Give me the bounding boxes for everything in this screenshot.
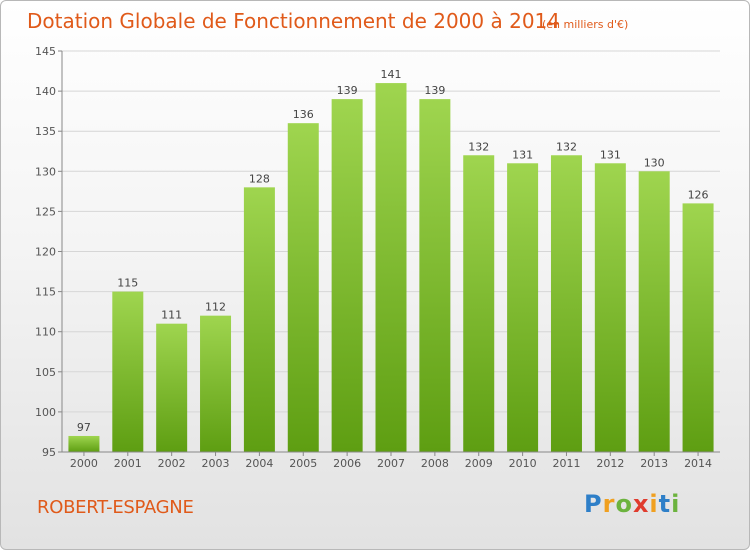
data-label-2012: 131 [600,148,621,161]
y-tick-label: 130 [35,165,56,178]
commune-name: ROBERT-ESPAGNE [37,497,194,518]
x-tick-label-2013: 2013 [640,457,668,470]
logo-letter: i [671,490,681,518]
x-tick-label-2009: 2009 [465,457,493,470]
bar-2014 [682,203,714,452]
y-tick-label: 145 [35,45,56,58]
logo-letter: o [615,490,633,518]
chart-title: Dotation Globale de Fonctionnement de 20… [27,9,560,33]
y-tick-label: 120 [35,246,56,259]
x-tick-label-2011: 2011 [552,457,580,470]
bar-2010 [507,163,539,452]
logo-letter: t [658,490,672,518]
y-tick-label: 105 [35,366,56,379]
chart-unit: (en milliers d'€) [542,18,629,31]
y-tick-label: 140 [35,85,56,98]
data-label-2002: 111 [161,309,182,322]
x-tick-label-2002: 2002 [158,457,186,470]
y-tick-label: 115 [35,286,56,299]
x-tick-label-2008: 2008 [421,457,449,470]
bar-2005 [287,123,319,453]
logo-letter: i [649,490,659,518]
x-tick-label-2007: 2007 [377,457,405,470]
y-tick-label: 125 [35,205,56,218]
data-label-2013: 130 [644,156,665,169]
y-tick-label: 135 [35,125,56,138]
data-label-2000: 97 [77,421,91,434]
data-label-2004: 128 [249,172,270,185]
logo-letter: P [584,490,603,518]
bar-2008 [419,99,451,453]
x-tick-label-2010: 2010 [509,457,537,470]
data-label-2008: 139 [424,84,445,97]
bar-2012 [594,163,626,452]
data-label-2003: 112 [205,301,226,314]
data-label-2006: 139 [337,84,358,97]
bar-2003 [200,315,232,452]
proxiti-logo: Proxiti [584,490,680,518]
x-tick-label-2003: 2003 [202,457,230,470]
x-tick-label-2004: 2004 [245,457,273,470]
bar-2009 [463,155,495,452]
y-tick-label: 100 [35,406,56,419]
data-label-2014: 126 [688,188,709,201]
bar-2011 [550,155,582,452]
bar-2006 [331,99,363,453]
x-tick-label-2012: 2012 [596,457,624,470]
x-tick-label-2001: 2001 [114,457,142,470]
x-tick-label-2000: 2000 [70,457,98,470]
bar-2004 [243,187,275,452]
x-tick-label-2014: 2014 [684,457,712,470]
data-label-2011: 132 [556,140,577,153]
y-tick-label: 110 [35,326,56,339]
data-label-2010: 131 [512,148,533,161]
data-label-2005: 136 [293,108,314,121]
logo-letter: x [632,490,650,518]
bar-2013 [638,171,670,453]
bar-2001 [112,291,144,452]
data-label-2009: 132 [468,140,489,153]
x-tick-label-2005: 2005 [289,457,317,470]
x-tick-label-2006: 2006 [333,457,361,470]
bar-2002 [156,323,188,452]
bar-2000 [68,435,100,452]
data-label-2007: 141 [381,68,402,81]
bar-2007 [375,83,407,452]
data-label-2001: 115 [117,277,138,290]
logo-letter: r [602,490,616,518]
y-tick-label: 95 [42,446,56,459]
